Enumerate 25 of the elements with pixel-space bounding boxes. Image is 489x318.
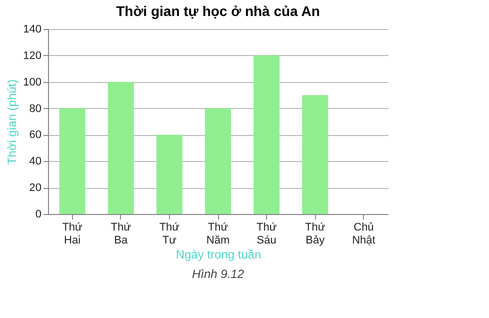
text: Hình 9.12 bbox=[192, 267, 244, 281]
x-tick-label: Thứ Ba bbox=[110, 222, 132, 246]
x-axis-title: Ngày trong tuần bbox=[176, 248, 262, 262]
x-tick-label: Thứ Năm bbox=[206, 222, 230, 246]
bar bbox=[302, 95, 328, 214]
y-tick-label: 60 bbox=[29, 129, 42, 142]
x-tick-label: Thứ Sáu bbox=[256, 222, 278, 246]
bar bbox=[108, 82, 134, 214]
bar bbox=[205, 108, 231, 214]
x-tick-label: Thứ Hai bbox=[62, 222, 84, 246]
y-tick-label: 0 bbox=[35, 208, 42, 220]
chart-title: Thời gian tự học ở nhà của An bbox=[116, 3, 320, 19]
bar bbox=[156, 134, 182, 214]
x-tick-label: Thứ Tư bbox=[159, 222, 180, 246]
y-tick-label: 140 bbox=[23, 24, 42, 36]
y-axis-title: Thời gian (phút) bbox=[5, 79, 20, 165]
y-tick-label: 120 bbox=[23, 50, 42, 62]
y-tick-label: 40 bbox=[29, 156, 42, 168]
bar bbox=[254, 55, 280, 214]
y-tick-label: 20 bbox=[29, 182, 42, 194]
y-tick-label: 80 bbox=[29, 102, 42, 115]
y-tick-label: 100 bbox=[23, 76, 42, 88]
x-tick-label: Chủ Nhật bbox=[352, 222, 376, 246]
x-tick-label: Thứ Bảy bbox=[305, 222, 326, 246]
bar bbox=[59, 108, 86, 214]
